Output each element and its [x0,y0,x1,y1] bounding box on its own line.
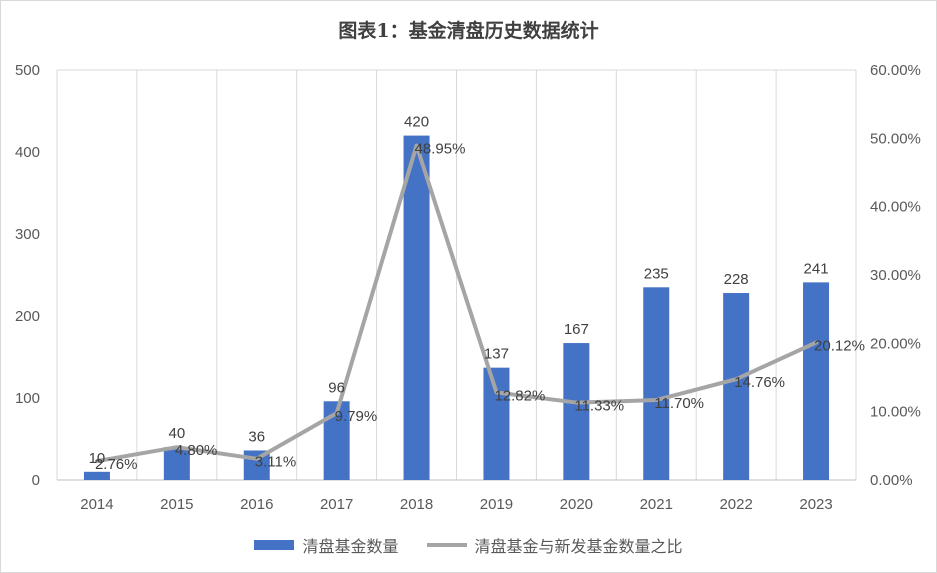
y-right-tick-label: 20.00% [870,335,921,352]
line-value-label: 12.82% [494,387,545,404]
bar [403,135,430,480]
legend-item-bars: 清盘基金数量 [254,533,399,557]
line-value-label: 11.70% [654,395,704,412]
x-tick-label: 2017 [320,496,353,513]
chart-title: 图表1：基金清盘历史数据统计 [338,20,599,42]
x-tick-label: 2020 [560,496,593,513]
x-tick-label: 2023 [799,496,832,513]
y-right-tick-label: 0.00% [870,472,913,489]
line-value-label: 9.79% [335,408,378,425]
bar-value-label: 241 [804,260,829,277]
bar-value-label: 40 [169,425,186,442]
bar [163,447,190,480]
bar [643,287,670,480]
bar [723,293,750,480]
grid-lines [56,69,857,480]
bar [563,343,590,480]
y-right-tick-label: 40.00% [870,199,921,216]
line-value-label: 11.33% [574,398,624,415]
y-right-tick-label: 10.00% [870,404,921,421]
legend: 清盘基金数量 清盘基金与新发基金数量之比 [0,533,937,557]
bar-value-label: 36 [248,428,265,445]
bar [83,471,110,480]
legend-label-bars: 清盘基金数量 [302,537,399,556]
legend-label-line: 清盘基金与新发基金数量之比 [474,537,683,556]
line-series [94,143,819,464]
y-left-tick-label: 200 [15,308,40,325]
x-tick-label: 2021 [640,496,673,513]
x-tick-label: 2014 [80,496,113,513]
bar [803,282,830,480]
line-value-label: 48.95% [415,141,466,158]
bar-value-label: 10 [89,450,106,467]
legend-item-line: 清盘基金与新发基金数量之比 [426,533,683,557]
line-path [94,143,819,464]
line-value-label: 4.80% [175,442,218,459]
y-left-tick-label: 0 [32,472,40,489]
y-right-tick-label: 30.00% [870,267,921,284]
x-tick-label: 2016 [240,496,273,513]
legend-swatch-line [426,543,467,547]
bar [483,367,510,480]
y-left-tick-label: 100 [15,390,40,407]
y-left-tick-label: 400 [15,144,40,161]
tick-labels: 2014 2015 2016 2017 2018 2019 2020 2021 2022 2023… [15,62,921,513]
bar-value-label: 235 [644,265,669,282]
x-tick-label: 2022 [719,496,752,513]
y-right-tick-label: 50.00% [870,130,921,147]
bar-value-label: 137 [484,346,509,363]
line-value-label: 2.76% [95,456,138,473]
x-tick-label: 2018 [400,496,433,513]
bar-value-label: 420 [404,114,429,131]
line-value-label: 20.12% [814,338,865,355]
line-value-label: 3.11% [255,454,296,471]
bar-value-label: 228 [724,271,749,288]
x-tick-label: 2019 [480,496,513,513]
y-left-tick-label: 500 [15,62,40,79]
bar-value-label: 167 [564,321,589,338]
bar-value-label: 96 [328,379,345,396]
x-tick-label: 2015 [160,496,193,513]
y-right-tick-label: 60.00% [870,62,921,79]
line-value-label: 14.76% [734,374,785,391]
data-labels: 10 40 36 96 420 137 167 235 228 241 2.76% 4.80% 3.11… [89,114,865,474]
y-left-tick-label: 300 [15,226,40,243]
bar-series [83,135,830,480]
legend-swatch-bar [254,540,295,550]
